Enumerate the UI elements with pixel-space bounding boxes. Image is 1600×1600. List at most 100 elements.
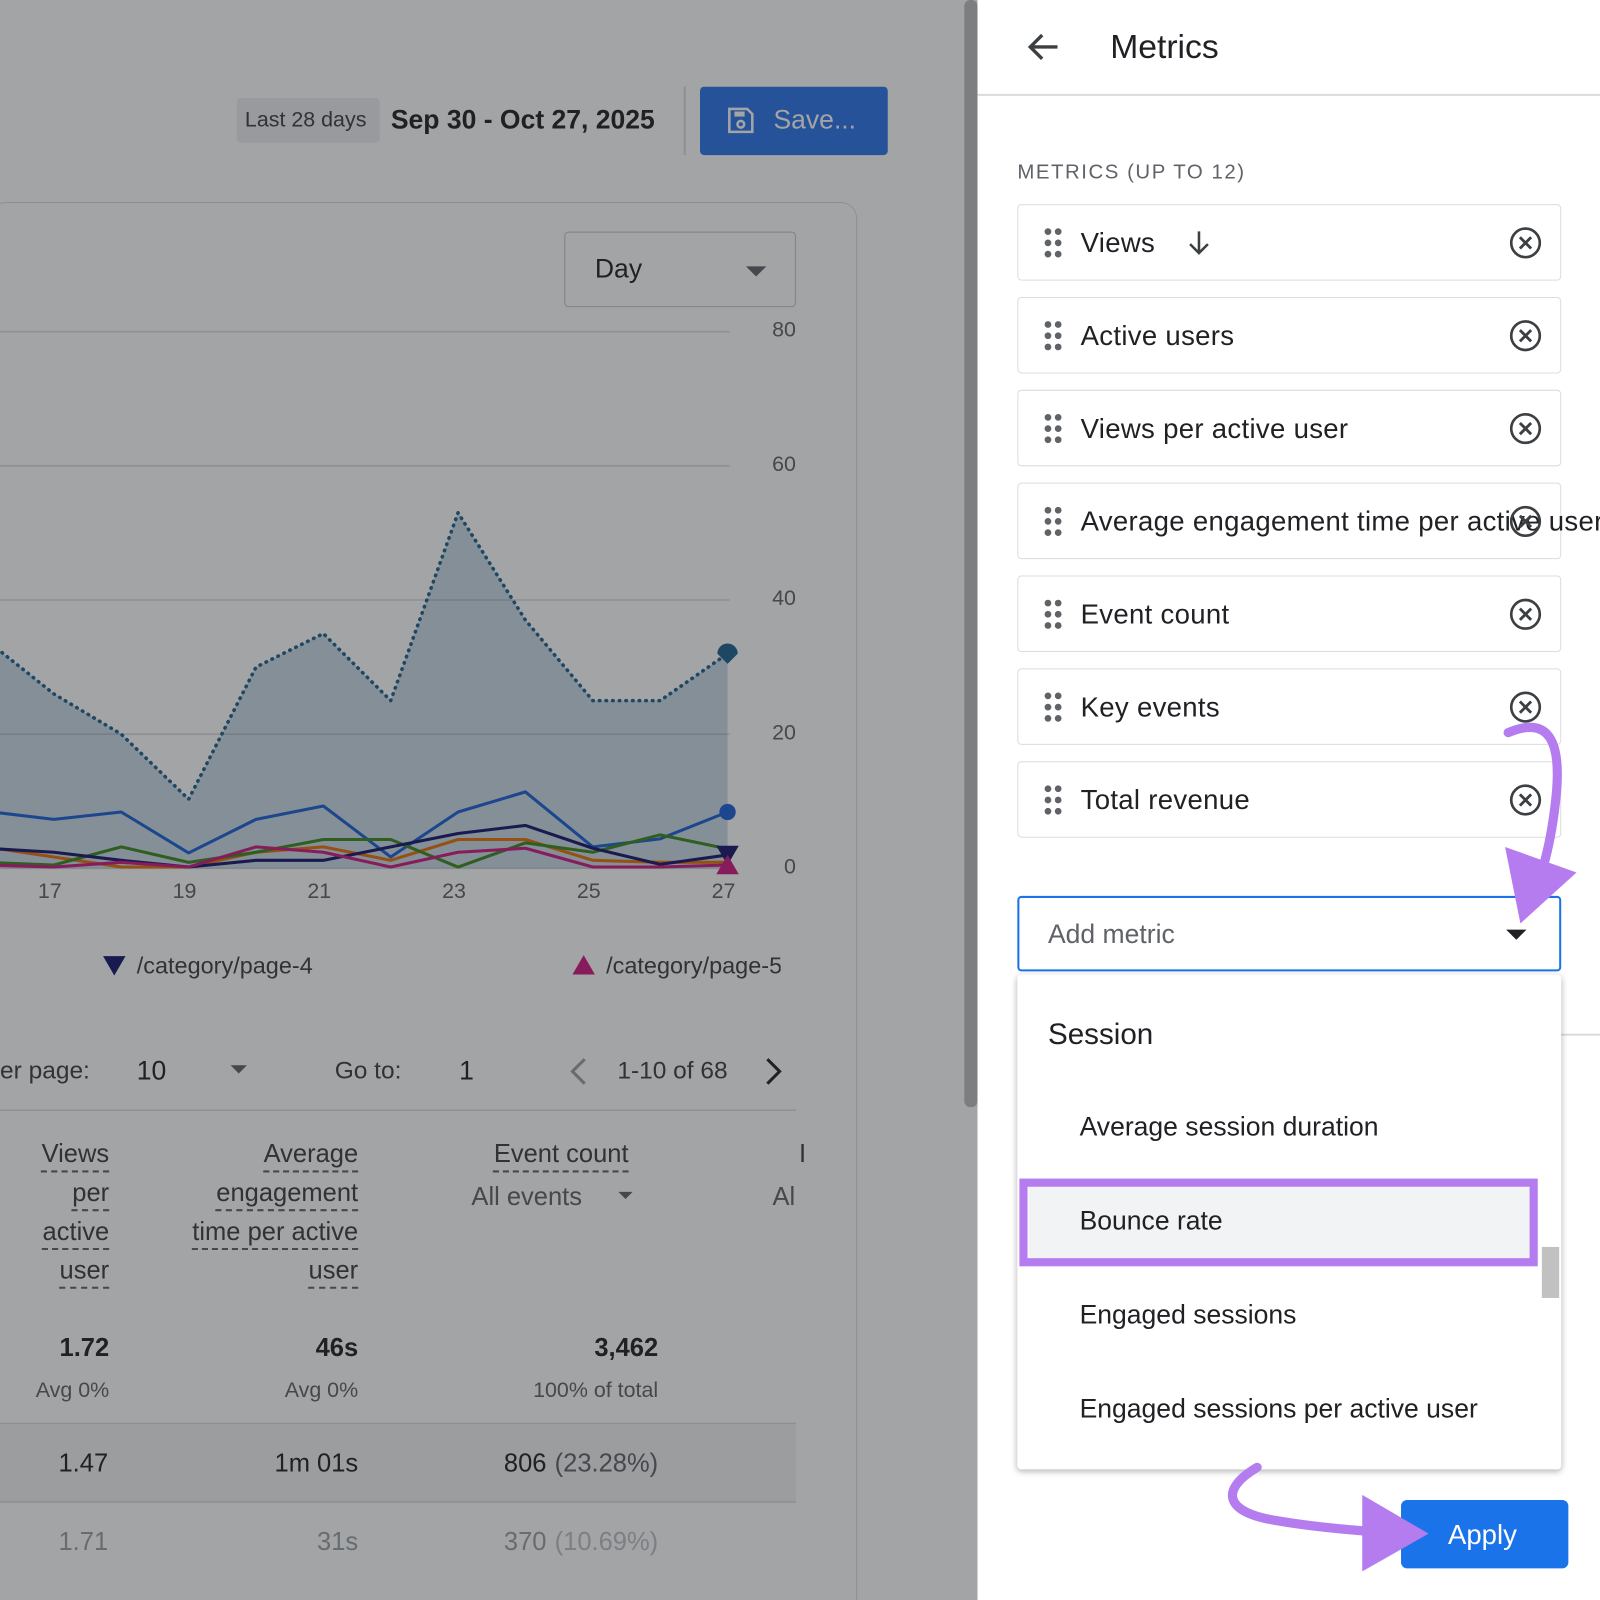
total-value: 46s	[315, 1333, 359, 1363]
menu-item[interactable]: Engaged sessions per active user	[1079, 1392, 1478, 1423]
x-tick-label: 25	[577, 879, 601, 903]
point-marker	[716, 854, 739, 875]
y-tick-label: 80	[772, 318, 796, 342]
next-page[interactable]	[766, 1058, 782, 1085]
page-range: 1-10 of 68	[617, 1056, 728, 1085]
legend: /category/page-4/category/page-5	[103, 952, 782, 978]
x-tick-label: 19	[173, 879, 197, 903]
caret	[618, 1191, 633, 1199]
line	[0, 845, 728, 869]
menu-item-selected[interactable]: Bounce rate	[1079, 1205, 1223, 1236]
separator	[683, 86, 686, 156]
x-tick-label: 27	[712, 879, 736, 903]
drag-handle[interactable]	[1043, 413, 1063, 444]
back-button[interactable]	[1023, 27, 1064, 68]
save-icon	[728, 107, 754, 134]
remove-button[interactable]	[1508, 689, 1543, 724]
y-tick-label: 40	[772, 586, 796, 610]
y-tick-label: 20	[772, 720, 796, 744]
legend-marker	[103, 956, 126, 976]
remove-button[interactable]	[1508, 411, 1543, 446]
date-preset: Last 28 days	[244, 108, 367, 133]
metric-name: Key events	[1080, 691, 1220, 722]
cell-value: 370	[503, 1527, 547, 1557]
drag-handle[interactable]	[1043, 320, 1063, 351]
metric-name: Average engagement time per active user	[1080, 505, 1600, 537]
caret	[230, 1065, 247, 1074]
y-tick-label: 0	[784, 854, 796, 878]
granularity-value: Day	[594, 253, 643, 285]
remove-button[interactable]	[1508, 225, 1543, 260]
divider	[1561, 1033, 1600, 1036]
metric-name: Active users	[1080, 319, 1235, 351]
metric-item[interactable]: Total revenue	[1017, 761, 1562, 838]
metric-item[interactable]: Views	[1017, 204, 1562, 281]
y-tick-label: 60	[772, 452, 796, 476]
x-tick-label: 17	[38, 879, 62, 903]
metric-name: Views	[1080, 227, 1156, 258]
cell-percent: (10.69%)	[554, 1527, 659, 1557]
metric-item[interactable]: Event count	[1017, 575, 1562, 653]
metric-name: Total revenue	[1080, 784, 1251, 815]
table-decor	[0, 1058, 796, 1503]
line	[0, 510, 730, 802]
sort-icon[interactable]	[1184, 227, 1215, 258]
point-marker	[719, 803, 736, 821]
rows-label: er page:	[0, 1056, 90, 1085]
menu-group: Session	[1047, 1017, 1154, 1051]
remove-button[interactable]	[1508, 596, 1543, 631]
apply-button[interactable]: Apply	[1401, 1499, 1569, 1569]
column-header: I	[799, 1139, 807, 1169]
add-metric-field[interactable]: Add metric	[1017, 895, 1562, 972]
total-note: Avg 0%	[35, 1378, 110, 1403]
remove-button[interactable]	[1508, 318, 1543, 353]
prev-page[interactable]	[570, 1058, 586, 1085]
selected-highlight	[1028, 1183, 1536, 1262]
column-subheader: All events	[471, 1182, 583, 1212]
metric-item[interactable]: Key events	[1017, 668, 1562, 745]
total-note: 100% of total	[533, 1378, 659, 1403]
caret	[745, 266, 767, 277]
caret	[1506, 929, 1527, 940]
metric-item[interactable]: Average engagement time per active user	[1017, 482, 1600, 560]
cell: 370 (10.69%)	[504, 1527, 658, 1558]
granularity-select[interactable]: Day	[564, 231, 796, 308]
point-marker	[717, 643, 738, 664]
chart: 0 20 40 60 80 17 19 21 23 25 27/category/page-4/ca…	[0, 318, 796, 978]
date-range: Sep 30 - Oct 27, 2025	[390, 104, 655, 136]
panel-title: Metrics	[1110, 27, 1219, 66]
line	[0, 790, 729, 859]
metric-item[interactable]: Views per active user	[1017, 389, 1562, 467]
menu-item[interactable]: Engaged sessions	[1079, 1298, 1297, 1330]
metric-list: Views Active users Views per active user Av…	[1017, 204, 1600, 838]
goto-label: Go to:	[334, 1056, 402, 1085]
report-card	[0, 202, 858, 1600]
drag-handle[interactable]	[1043, 598, 1063, 629]
drag-handle[interactable]	[1043, 691, 1063, 722]
cell: 1.71	[58, 1527, 109, 1557]
line	[0, 823, 728, 869]
drag-handle[interactable]	[1043, 506, 1063, 537]
scrim[interactable]	[0, 0, 978, 1600]
header-divider	[977, 93, 1600, 96]
x-tick-label: 21	[307, 879, 331, 903]
metric-item[interactable]: Active users	[1017, 296, 1562, 374]
scrollbar	[964, 0, 978, 1108]
legend-label: /category/page-5	[606, 952, 782, 978]
save-button[interactable]: Save...	[699, 86, 888, 156]
cell: 1m 01s	[274, 1448, 359, 1478]
menu-item[interactable]: Average session duration	[1079, 1111, 1379, 1143]
remove-button[interactable]	[1508, 504, 1543, 539]
cell-value: 806	[503, 1448, 547, 1478]
section-label: METRICS (UP TO 12)	[1017, 161, 1246, 184]
metric-name: Event count	[1080, 598, 1230, 630]
remove-button[interactable]	[1508, 782, 1543, 817]
report-area: Save... Day 0 20 40 60 80 17 19 21 23 25 27/catego…	[0, 86, 888, 1600]
metric-menu: Session Average session duration Bounce ra…	[1017, 974, 1562, 1470]
save-label: Save...	[773, 104, 857, 136]
drag-handle[interactable]	[1043, 784, 1063, 815]
menu-scrollbar	[1541, 1246, 1560, 1298]
drag-handle[interactable]	[1043, 227, 1063, 258]
apply-label: Apply	[1447, 1519, 1517, 1550]
